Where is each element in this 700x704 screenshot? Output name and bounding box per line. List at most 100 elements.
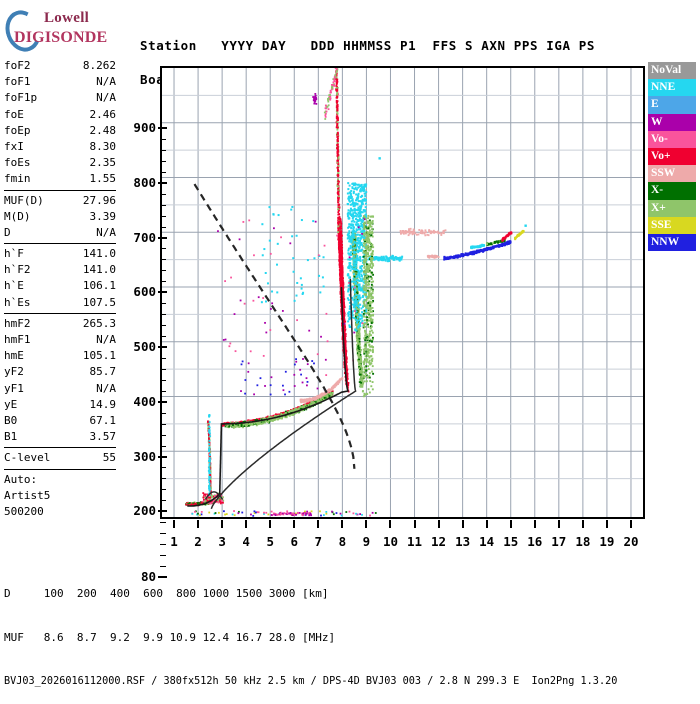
param-key: foEs [4,155,31,171]
param-key: h`F2 [4,262,31,278]
param-key: M(D) [4,209,31,225]
y-tick-label: 400 [110,394,156,409]
footer-muf-row: MUF 8.6 8.7 9.2 9.9 10.9 12.4 16.7 28.0 … [4,631,617,646]
y-minor-tick [160,139,166,140]
x-tick-mark [486,520,488,528]
ionogram-scatter-svg [162,68,643,517]
param-key: foF2 [4,58,31,74]
y-minor-tick [160,314,166,315]
station-header-columns: Station YYYY DAY DDD HHMMSS P1 FFS S AXN… [140,37,595,54]
y-tick-label: 500 [110,339,156,354]
param-key: fxI [4,139,24,155]
x-tick-mark [510,520,512,528]
param-row: MUF(D)27.96 [4,193,116,209]
x-tick-label: 20 [616,534,646,549]
legend-item-x-[interactable]: X- [648,182,696,199]
legend-item-e[interactable]: E [648,96,696,113]
y-minor-tick [160,238,166,239]
param-key: h`E [4,278,24,294]
x-tick-mark [197,520,199,528]
param-key: foE [4,107,24,123]
y-tick-label: 700 [110,230,156,245]
y-tick-label: 600 [110,284,156,299]
x-tick-mark [245,520,247,528]
y-minor-tick [160,522,166,523]
y-minor-tick [160,128,166,129]
param-divider [4,190,116,191]
y-minor-tick [160,292,166,293]
y-minor-tick [160,150,166,151]
y-minor-tick [160,259,166,260]
param-auto-code: 500200 [4,504,116,520]
legend-item-w[interactable]: W [648,114,696,131]
param-key: yF2 [4,364,24,380]
param-key: foF1 [4,74,31,90]
x-tick-mark [558,520,560,528]
x-tick-mark [438,520,440,528]
param-key: hmF2 [4,316,31,332]
x-tick-mark [534,520,536,528]
y-tick-label: 800 [110,175,156,190]
x-tick-mark [414,520,416,528]
y-minor-tick [160,248,166,249]
param-divider [4,243,116,244]
y-minor-tick [160,336,166,337]
legend-item-nnw[interactable]: NNW [648,234,696,251]
legend-item-vo-[interactable]: Vo+ [648,148,696,165]
y-minor-tick [160,489,166,490]
y-minor-tick [160,380,166,381]
param-key: hmE [4,348,24,364]
y-minor-tick [160,205,166,206]
logo-lowell-text: Lowell [44,10,89,27]
y-minor-tick [160,358,166,359]
legend-item-x-[interactable]: X+ [648,200,696,217]
legend-item-vo-[interactable]: Vo- [648,131,696,148]
param-auto-program: Artist5 [4,488,116,504]
ionogram-plot-area[interactable] [160,66,645,519]
x-tick-mark [317,520,319,528]
x-tick-mark [173,520,175,528]
lowell-digisonde-logo: Lowell DIGISONDE [6,6,118,50]
x-tick-mark [389,520,391,528]
param-auto-label: Auto: [4,472,116,488]
x-tick-mark [582,520,584,528]
legend-item-noval[interactable]: NoVal [648,62,696,79]
param-key: D [4,225,11,241]
x-tick-mark [606,520,608,528]
y-minor-tick [160,467,166,468]
y-minor-tick [160,270,166,271]
y-minor-tick [160,227,166,228]
param-divider [4,469,116,470]
y-minor-tick [160,457,166,458]
legend-item-nne[interactable]: NNE [648,79,696,96]
footer-info: D 100 200 400 600 800 1000 1500 3000 [km… [4,558,617,704]
x-tick-mark [365,520,367,528]
param-key: C-level [4,450,50,466]
footer-file-row: BVJ03_2026016112000.RSF / 380fx512h 50 k… [4,675,617,690]
y-minor-tick [160,303,166,304]
y-minor-tick [160,500,166,501]
param-key: yE [4,397,17,413]
param-key: yF1 [4,381,24,397]
legend-item-ssw[interactable]: SSW [648,165,696,182]
y-minor-tick [160,194,166,195]
legend-item-sse[interactable]: SSE [648,217,696,234]
y-minor-tick [160,347,166,348]
